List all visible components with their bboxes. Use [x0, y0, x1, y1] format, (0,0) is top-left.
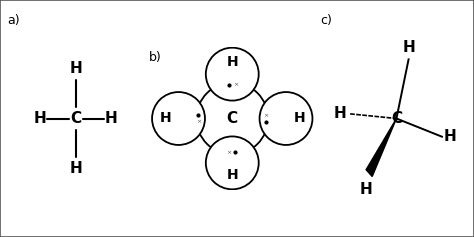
Text: ×: × — [196, 119, 201, 124]
Text: H: H — [105, 111, 118, 126]
Text: H: H — [34, 111, 46, 126]
Text: H: H — [293, 111, 305, 126]
Text: H: H — [334, 106, 346, 121]
Text: ×: × — [264, 113, 269, 118]
Text: b): b) — [149, 51, 161, 64]
Text: c): c) — [320, 14, 332, 27]
Circle shape — [260, 92, 312, 145]
Text: H: H — [70, 161, 82, 176]
Circle shape — [206, 137, 259, 189]
Text: H: H — [159, 111, 171, 126]
Text: H: H — [227, 168, 238, 182]
Text: H: H — [70, 61, 82, 76]
Text: H: H — [402, 41, 415, 55]
Circle shape — [206, 48, 259, 100]
Text: C: C — [391, 111, 402, 126]
Circle shape — [152, 92, 205, 145]
Text: H: H — [227, 55, 238, 69]
Text: H: H — [360, 182, 373, 196]
Text: H: H — [443, 129, 456, 144]
Text: C: C — [227, 111, 238, 126]
Text: ×: × — [233, 82, 238, 87]
Text: ×: × — [227, 150, 232, 155]
Polygon shape — [366, 118, 396, 177]
Text: C: C — [70, 111, 82, 126]
Text: a): a) — [8, 14, 20, 27]
